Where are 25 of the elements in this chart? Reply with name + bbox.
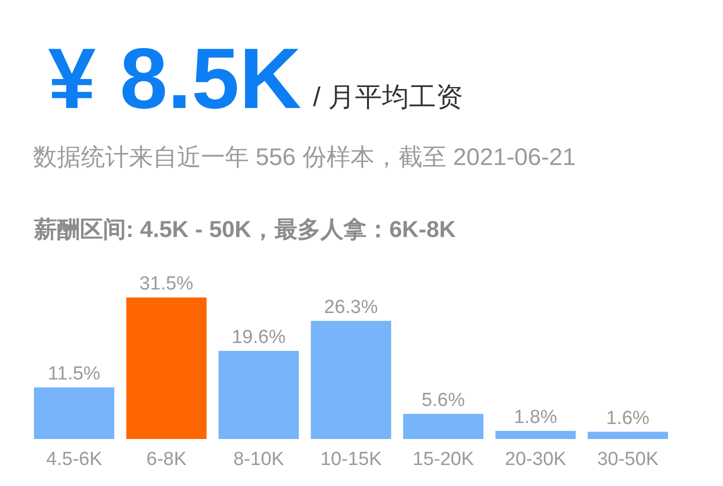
data-label: 5.6% bbox=[422, 390, 465, 411]
chart-subtitle: 数据统计来自近一年 556 份样本，截至 2021-06-21 bbox=[33, 144, 576, 171]
x-tick-label: 8-10K bbox=[233, 449, 284, 470]
bar bbox=[34, 387, 114, 439]
data-label: 26.3% bbox=[324, 296, 378, 318]
bar bbox=[495, 430, 576, 439]
chart-title: ¥ 8.5K bbox=[48, 31, 302, 128]
bar bbox=[218, 350, 299, 439]
x-tick-label: 30-50K bbox=[597, 449, 659, 470]
x-tick-label: 15-20K bbox=[412, 449, 474, 470]
x-tick-label: 6-8K bbox=[146, 449, 187, 470]
x-tick-label: 4.5-6K bbox=[46, 449, 102, 470]
data-label: 1.6% bbox=[606, 408, 650, 429]
bar bbox=[310, 320, 392, 439]
data-label: 19.6% bbox=[232, 326, 286, 348]
bar bbox=[403, 414, 484, 439]
data-label: 1.8% bbox=[514, 406, 558, 428]
x-tick-label: 20-30K bbox=[504, 449, 567, 470]
data-label: 31.5% bbox=[139, 273, 194, 294]
bar bbox=[588, 432, 668, 439]
x-tick-label: 10-15K bbox=[320, 449, 382, 470]
data-label: 11.5% bbox=[48, 363, 100, 384]
bar bbox=[126, 297, 207, 439]
text: / 月平均工资 bbox=[313, 82, 464, 112]
text: 薪酬区间: 4.5K - 50K，最多人拿：6K-8K bbox=[33, 216, 456, 242]
